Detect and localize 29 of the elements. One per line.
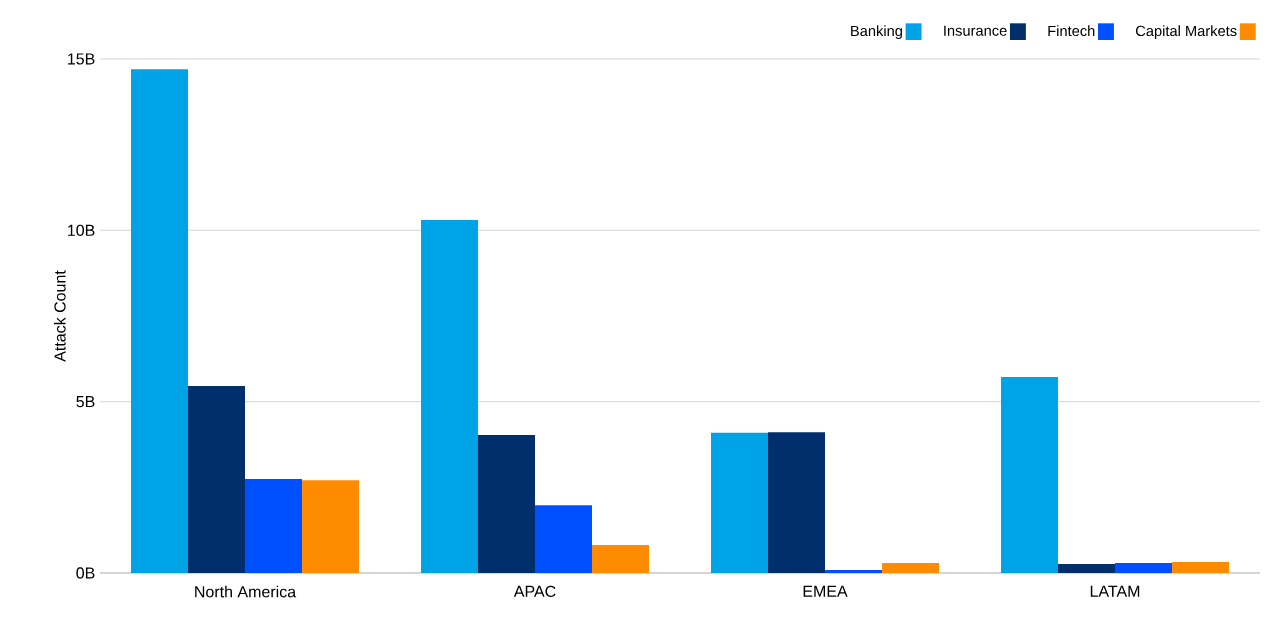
y-tick-label: 10B: [68, 224, 95, 236]
y-axis-title: Attack Count: [53, 270, 66, 362]
legend-label: Capital Markets: [1135, 25, 1237, 40]
bar: [592, 544, 649, 573]
legend-label: Fintech: [1048, 25, 1095, 37]
bar: [882, 563, 939, 573]
x-tick-label: North America: [195, 585, 297, 598]
bar: [535, 505, 592, 573]
y-tick-label: 5B: [76, 396, 95, 408]
bar: [421, 220, 479, 573]
bar: [711, 432, 768, 573]
bar: [131, 69, 189, 573]
bar: [1001, 376, 1058, 573]
bar: [768, 432, 825, 573]
bar: [478, 434, 535, 573]
bar: [188, 385, 246, 573]
y-tick-label: 15B: [68, 53, 95, 65]
x-tick-label: APAC: [513, 585, 556, 598]
bar: [1057, 564, 1115, 573]
bar: [1115, 563, 1172, 573]
bar: [302, 480, 360, 573]
bar: [825, 569, 882, 573]
bar: [245, 479, 303, 573]
x-tick-label: EMEA: [803, 585, 848, 597]
y-tick-label: 0B: [76, 567, 95, 579]
legend-label: Insurance: [944, 25, 1007, 36]
bar: [1171, 562, 1229, 573]
x-tick-label: LATAM: [1090, 585, 1140, 597]
legend-label: Banking: [851, 25, 902, 40]
